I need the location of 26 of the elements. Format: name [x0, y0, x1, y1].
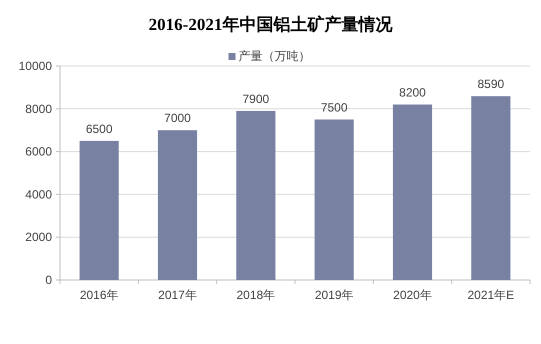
x-tick-label: 2020年	[393, 288, 432, 302]
legend-label: 产量（万吨）	[238, 49, 310, 63]
chart-title: 2016-2021年中国铝土矿产量情况	[148, 15, 394, 34]
x-tick-label: 2017年	[158, 288, 197, 302]
x-tick-label: 2016年	[80, 288, 119, 302]
data-label: 8200	[399, 86, 426, 100]
x-tick-label: 2018年	[236, 288, 276, 302]
data-label: 7500	[320, 100, 348, 114]
y-tick-label: 10000	[18, 59, 52, 73]
bar	[80, 140, 119, 280]
x-tick-label: 2019年	[314, 288, 354, 302]
data-label: 7000	[164, 111, 192, 126]
data-label: 7900	[242, 92, 270, 106]
y-tick-label: 6000	[25, 144, 52, 159]
y-tick-label: 2000	[25, 230, 52, 244]
x-tick-label: 2021年E	[467, 288, 514, 302]
bar	[392, 104, 432, 280]
y-tick-label: 0	[45, 273, 52, 287]
bar	[471, 96, 510, 280]
y-tick-label: 4000	[25, 187, 52, 202]
data-label: 8590	[477, 77, 505, 92]
bar	[158, 130, 198, 280]
data-label: 6500	[86, 122, 113, 136]
bar	[236, 110, 276, 280]
bar	[314, 120, 354, 280]
y-tick-label: 8000	[25, 102, 52, 116]
